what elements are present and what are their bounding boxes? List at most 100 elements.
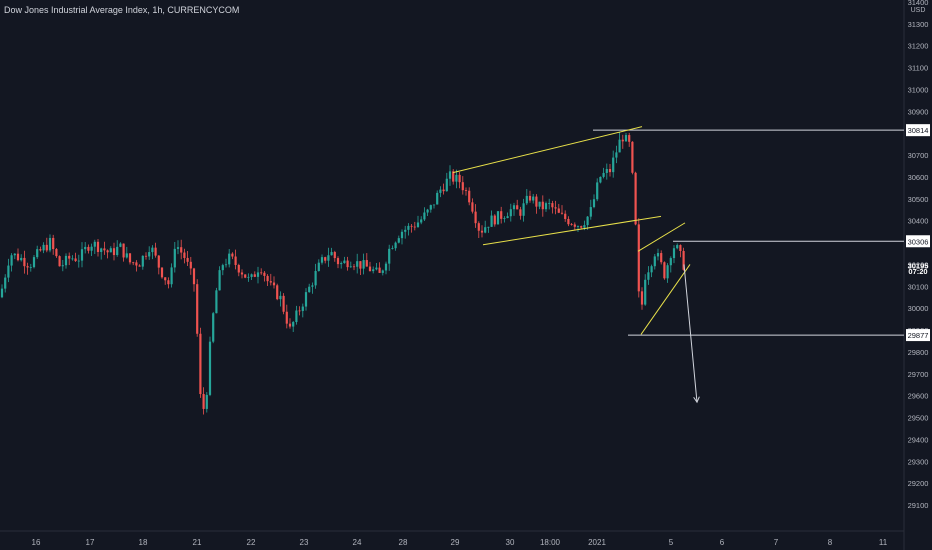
candle-body — [535, 196, 538, 207]
price-label: 30306 — [908, 237, 929, 246]
candle-body — [458, 174, 461, 183]
candle-body — [330, 252, 333, 256]
candle-body — [87, 246, 90, 251]
candle-body — [682, 250, 685, 270]
candle-body — [212, 313, 215, 342]
candle-body — [263, 272, 266, 276]
candle-body — [55, 249, 58, 257]
y-tick-label: 29100 — [908, 501, 929, 510]
candle-body — [368, 266, 372, 272]
candle-body — [567, 218, 570, 225]
y-tick-label: 30500 — [908, 195, 929, 204]
candle-body — [509, 209, 512, 217]
candle-body — [215, 290, 218, 314]
time-axis[interactable]: 16 17 18 21 22 23 24 28 29 30 18:00 2021 5 6 7 8 11 — [32, 538, 888, 547]
candle-body — [496, 211, 500, 225]
candle-body — [490, 215, 493, 227]
candle-body — [26, 266, 29, 268]
candle-body — [151, 247, 154, 253]
candle-body — [154, 247, 157, 256]
candle-body — [676, 245, 679, 249]
candle-body — [237, 264, 240, 273]
candle-body — [528, 195, 532, 201]
x-tick-label: 18 — [139, 538, 148, 547]
x-tick-label: 17 — [86, 538, 95, 547]
candle-body — [624, 135, 628, 142]
candle-body — [285, 311, 288, 324]
candle-body — [244, 274, 247, 278]
trendline[interactable] — [482, 215, 662, 246]
candle-body — [327, 255, 330, 261]
candle-body — [160, 267, 164, 278]
candle-body — [304, 292, 308, 307]
candle-body — [0, 288, 4, 298]
candle-body — [602, 172, 605, 177]
y-tick-label: 31000 — [908, 85, 929, 94]
trendline[interactable] — [637, 222, 686, 252]
candle-body — [618, 139, 621, 153]
price-label: 07:20 — [908, 267, 927, 276]
candle-body — [250, 274, 253, 277]
candle-body — [52, 237, 55, 250]
candle-body — [279, 295, 282, 300]
candle-body — [20, 257, 23, 261]
candle-body — [180, 247, 183, 253]
y-tick-label: 30000 — [908, 304, 929, 313]
x-tick-label: 30 — [506, 538, 515, 547]
candle-body — [16, 253, 20, 261]
candle-body — [551, 203, 554, 208]
candle-body — [112, 248, 116, 256]
candle-body — [404, 229, 407, 232]
candle-body — [615, 152, 618, 158]
candle-body — [612, 157, 615, 173]
candle-body — [36, 249, 39, 258]
candle-body — [218, 270, 221, 291]
candle-body — [128, 253, 132, 263]
candle-body — [295, 310, 298, 323]
candle-body — [234, 256, 237, 265]
y-tick-label: 30900 — [908, 107, 929, 116]
candle-body — [608, 169, 612, 173]
candle-body — [103, 248, 106, 251]
candle-body — [292, 322, 295, 327]
candle-body — [100, 248, 103, 252]
candle-body — [119, 243, 122, 247]
candle-body — [413, 226, 416, 228]
candle-body — [314, 271, 317, 286]
candle-body — [4, 277, 7, 289]
candle-body — [647, 272, 650, 280]
y-tick-label: 29300 — [908, 457, 929, 466]
drawings[interactable] — [452, 126, 904, 404]
candle-body — [461, 182, 464, 191]
candle-body — [448, 171, 452, 179]
candle-body — [228, 253, 231, 265]
candle-body — [231, 253, 234, 257]
candle-body — [423, 212, 426, 220]
trendline[interactable] — [452, 126, 643, 174]
candle-body — [202, 394, 205, 409]
candle-body — [176, 247, 180, 249]
candle-body — [541, 201, 544, 210]
candle-body — [148, 252, 151, 257]
projection-arrow[interactable] — [683, 264, 698, 403]
candle-body — [80, 249, 84, 261]
candle-body — [199, 333, 202, 395]
chart-title: Dow Jones Industrial Average Index, 1h, … — [4, 5, 240, 15]
candle-body — [500, 211, 503, 219]
price-label-box — [906, 235, 930, 248]
candle-body — [45, 244, 48, 251]
candle-body — [343, 260, 346, 264]
candle-body — [679, 245, 682, 251]
candle-body — [352, 266, 356, 268]
x-tick-label: 22 — [247, 538, 256, 547]
y-tick-label: 30600 — [908, 173, 929, 182]
candle-body — [445, 178, 448, 192]
candle-body — [637, 224, 640, 292]
y-tick-label: 30100 — [908, 282, 929, 291]
candle-body — [544, 203, 548, 210]
candle-body — [586, 216, 589, 226]
trendline[interactable] — [640, 264, 691, 335]
price-label-box — [906, 329, 930, 342]
candle-body — [77, 260, 80, 262]
